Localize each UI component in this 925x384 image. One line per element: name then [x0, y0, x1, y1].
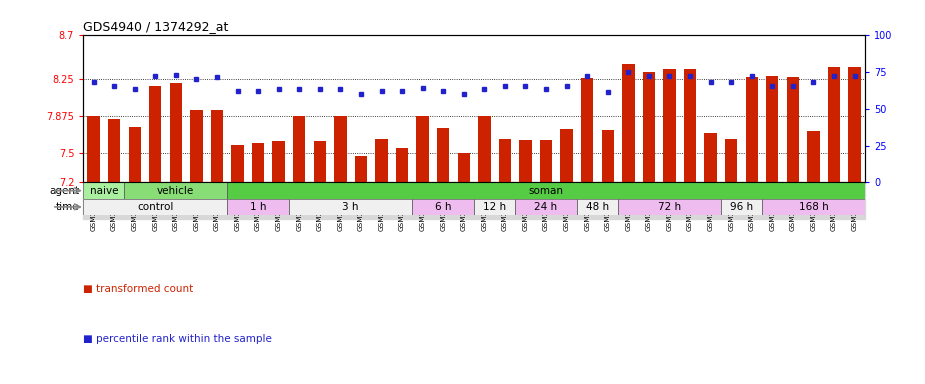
Bar — [416, 116, 429, 182]
Text: ■ transformed count: ■ transformed count — [83, 284, 193, 294]
Bar — [124, 182, 228, 199]
Text: 168 h: 168 h — [798, 202, 828, 212]
Text: time: time — [56, 202, 80, 212]
Bar — [149, 86, 161, 182]
Bar — [848, 67, 861, 182]
Bar — [746, 77, 758, 182]
Text: vehicle: vehicle — [157, 185, 194, 195]
Bar — [87, 116, 100, 182]
Bar — [515, 199, 577, 215]
Text: agent: agent — [49, 185, 80, 195]
Text: 3 h: 3 h — [342, 202, 359, 212]
Bar — [766, 76, 779, 182]
Bar — [762, 199, 865, 215]
Bar — [314, 141, 326, 182]
Bar — [293, 116, 305, 182]
Bar — [725, 139, 737, 182]
Bar — [211, 111, 223, 182]
Bar — [355, 156, 367, 182]
Bar — [623, 64, 635, 182]
Text: 72 h: 72 h — [658, 202, 681, 212]
Bar — [618, 199, 721, 215]
Bar — [83, 182, 865, 220]
Text: soman: soman — [528, 185, 563, 195]
Bar — [129, 127, 141, 182]
Text: naive: naive — [90, 185, 118, 195]
Text: 12 h: 12 h — [483, 202, 506, 212]
Bar — [786, 77, 799, 182]
Bar — [376, 139, 388, 182]
Bar — [643, 72, 655, 182]
Bar — [499, 139, 512, 182]
Bar — [705, 133, 717, 182]
Text: 24 h: 24 h — [535, 202, 558, 212]
Text: 96 h: 96 h — [730, 202, 753, 212]
Text: ■ percentile rank within the sample: ■ percentile rank within the sample — [83, 334, 272, 344]
Bar — [519, 140, 532, 182]
Bar — [228, 199, 289, 215]
Bar — [478, 116, 490, 182]
Bar — [577, 199, 618, 215]
Bar — [252, 143, 265, 182]
Bar — [191, 111, 203, 182]
Bar — [289, 199, 413, 215]
Bar — [540, 140, 552, 182]
Text: 1 h: 1 h — [250, 202, 266, 212]
Bar — [684, 69, 697, 182]
Bar — [601, 130, 614, 182]
Bar — [83, 199, 228, 215]
Bar — [334, 116, 347, 182]
Bar — [581, 78, 593, 182]
Bar — [663, 69, 675, 182]
Bar — [231, 145, 243, 182]
Bar — [721, 199, 762, 215]
Bar — [437, 128, 450, 182]
Bar — [458, 153, 470, 182]
Bar — [828, 67, 840, 182]
Bar — [83, 182, 124, 199]
Bar — [108, 119, 120, 182]
Bar — [561, 129, 573, 182]
Text: control: control — [137, 202, 173, 212]
Bar — [169, 83, 182, 182]
Bar — [413, 199, 474, 215]
Text: GDS4940 / 1374292_at: GDS4940 / 1374292_at — [83, 20, 228, 33]
Text: 48 h: 48 h — [586, 202, 609, 212]
Bar — [808, 131, 820, 182]
Text: 6 h: 6 h — [435, 202, 451, 212]
Bar — [273, 141, 285, 182]
Bar — [228, 182, 865, 199]
Bar — [474, 199, 515, 215]
Bar — [396, 148, 408, 182]
